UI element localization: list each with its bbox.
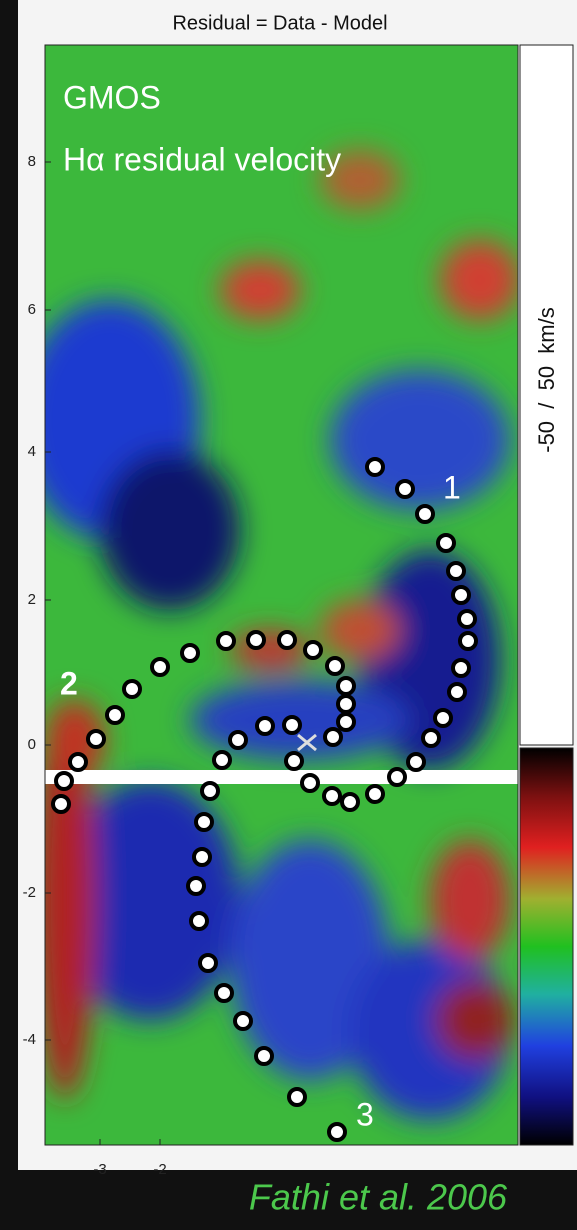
- y-tick-label: 0: [28, 736, 36, 753]
- knot-marker: [68, 752, 88, 772]
- x-tick-label: -2: [153, 1161, 166, 1178]
- knot-marker: [387, 767, 407, 787]
- credit: Fathi et al. 2006: [249, 1177, 508, 1218]
- knot-marker: [255, 716, 275, 736]
- y-axis: 8 6 4 2 0 -2 -4: [23, 153, 51, 1048]
- knot-marker: [198, 953, 218, 973]
- y-tick-label: 6: [28, 301, 36, 318]
- knot-marker: [180, 643, 200, 663]
- y-tick-label: 4: [28, 443, 36, 460]
- knot-marker: [122, 679, 142, 699]
- knot-marker: [233, 1011, 253, 1031]
- x-tick-label: -3: [93, 1161, 106, 1178]
- knot-marker: [415, 504, 435, 524]
- instrument-label: GMOS: [63, 79, 161, 115]
- knot-marker: [216, 631, 236, 651]
- knot-marker: [303, 640, 323, 660]
- knot-marker: [451, 585, 471, 605]
- knot-marker: [436, 533, 456, 553]
- arm-label: 2: [60, 665, 78, 701]
- y-tick-label: -4: [23, 1031, 36, 1048]
- colorbar-label-box: [519, 44, 574, 746]
- knot-marker: [186, 876, 206, 896]
- knot-marker: [457, 609, 477, 629]
- velocity-map: [45, 45, 518, 1145]
- knot-marker: [282, 715, 302, 735]
- knot-marker: [458, 631, 478, 651]
- knot-marker: [336, 712, 356, 732]
- knot-marker: [51, 794, 71, 814]
- quantity-label: Hα residual velocity: [63, 141, 341, 177]
- colorbar: [519, 747, 574, 1146]
- knot-marker: [194, 812, 214, 832]
- knot-marker: [336, 676, 356, 696]
- knot-marker: [277, 630, 297, 650]
- knot-marker: [365, 784, 385, 804]
- knot-marker: [421, 728, 441, 748]
- knot-marker: [214, 983, 234, 1003]
- knot-marker: [447, 682, 467, 702]
- knot-marker: [340, 792, 360, 812]
- knot-marker: [406, 752, 426, 772]
- colorbar-label: -50 / 50 km/s: [534, 307, 559, 453]
- knot-marker: [446, 561, 466, 581]
- knot-marker: [287, 1087, 307, 1107]
- knot-marker: [200, 781, 220, 801]
- y-tick-label: 8: [28, 153, 36, 170]
- knot-marker: [284, 751, 304, 771]
- y-tick-label: -2: [23, 884, 36, 901]
- knot-marker: [365, 457, 385, 477]
- nucleus-marker: [297, 733, 317, 752]
- knot-marker: [336, 694, 356, 714]
- arm-label: 1: [443, 469, 461, 505]
- y-tick-label: 2: [28, 591, 36, 608]
- knot-marker: [254, 1046, 274, 1066]
- knot-marker: [54, 771, 74, 791]
- knot-marker: [192, 847, 212, 867]
- knot-marker: [105, 705, 125, 725]
- knot-marker: [246, 630, 266, 650]
- knot-marker: [325, 656, 345, 676]
- knot-marker: [327, 1122, 347, 1142]
- knot-marker: [228, 730, 248, 750]
- knot-marker: [322, 786, 342, 806]
- knot-marker: [433, 708, 453, 728]
- knot-marker: [212, 750, 232, 770]
- knot-marker: [86, 729, 106, 749]
- knot-marker: [395, 479, 415, 499]
- knot-marker: [451, 658, 471, 678]
- knot-marker: [150, 657, 170, 677]
- x-axis: -3 -2: [93, 1139, 167, 1178]
- knot-marker: [323, 727, 343, 747]
- knot-marker: [300, 773, 320, 793]
- knot-markers: [51, 457, 478, 1142]
- title: Residual = Data - Model: [172, 12, 387, 34]
- knot-marker: [189, 911, 209, 931]
- arm-label: 3: [356, 1096, 374, 1132]
